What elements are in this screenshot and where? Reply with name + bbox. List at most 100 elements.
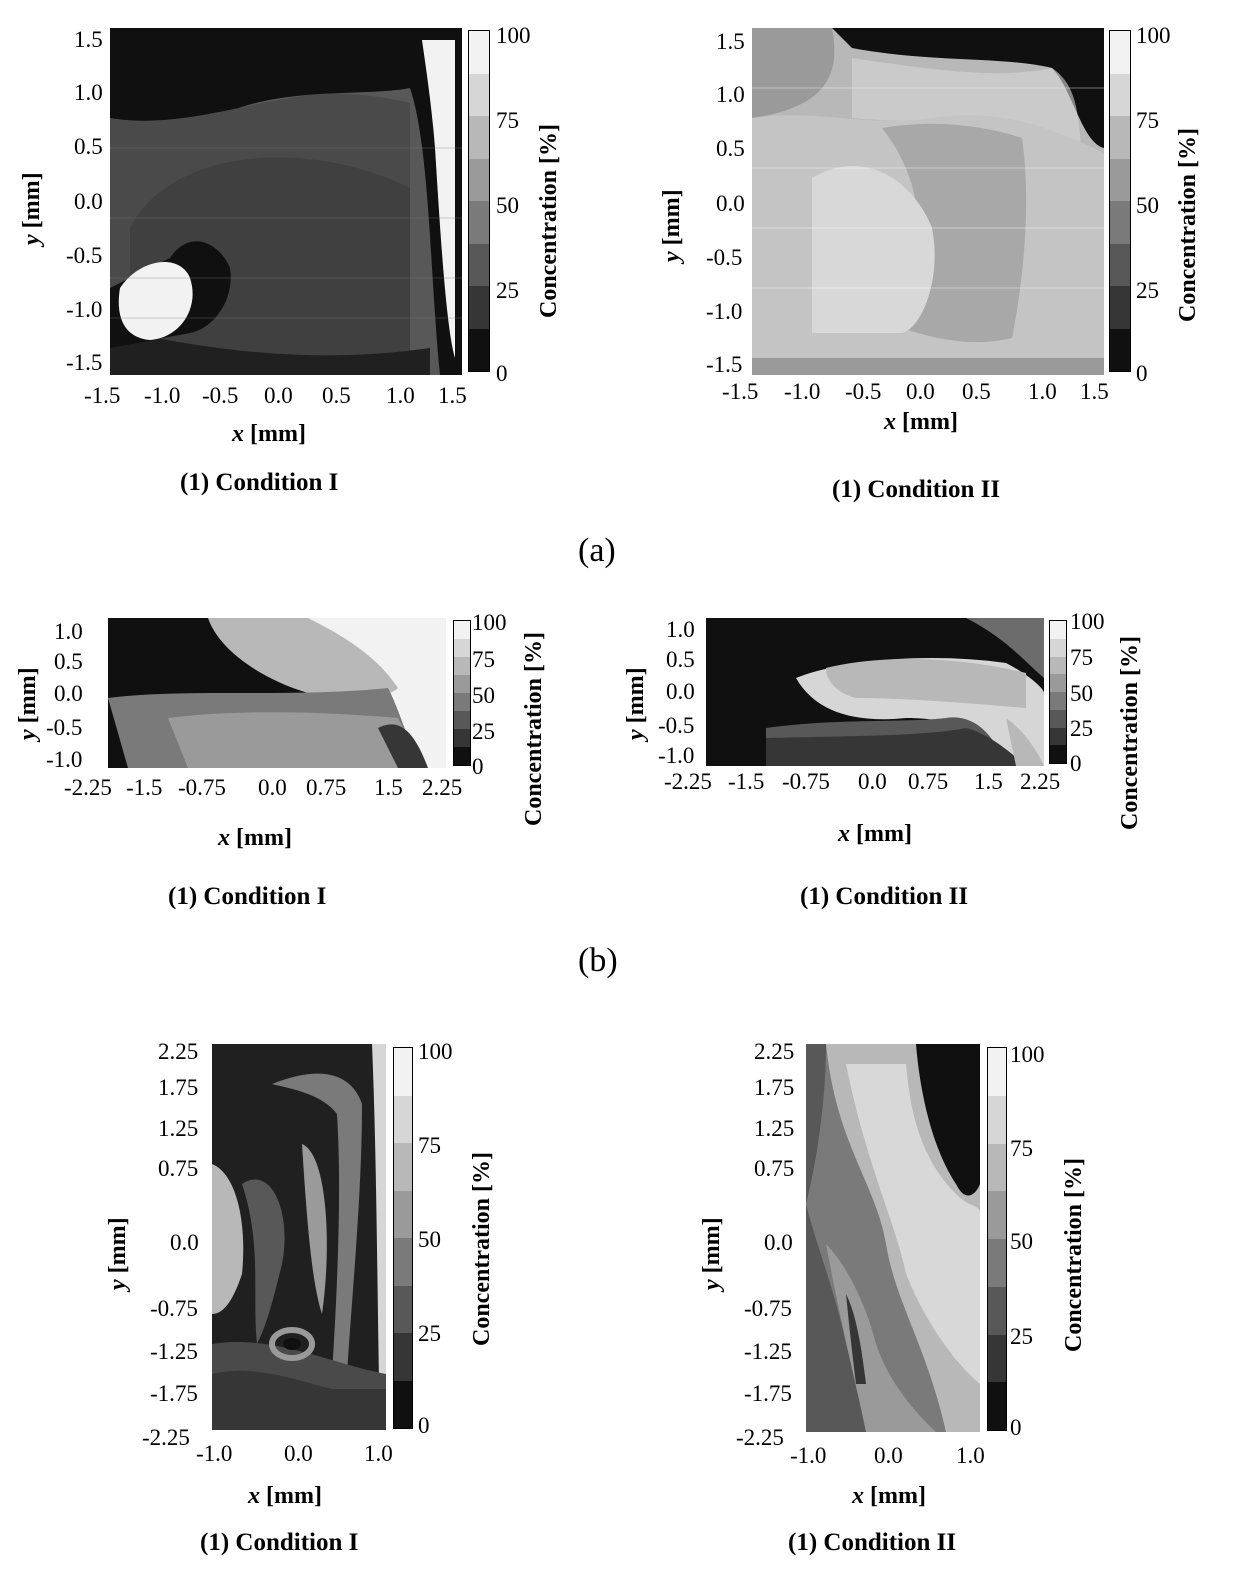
colorbar-tick: 50 — [418, 1227, 441, 1252]
colorbar-tick: 75 — [1136, 108, 1159, 133]
y-axis-label: y [mm] — [19, 172, 45, 245]
colorbar-label: Concentration [%] — [1061, 1158, 1087, 1352]
y-axis-label: y [mm] — [699, 1217, 725, 1290]
x-tick: 0.5 — [962, 379, 991, 404]
x-tick: 0.75 — [908, 769, 949, 794]
colorbar-tick: 100 — [418, 1039, 453, 1064]
colorbar-tick: 100 — [1070, 609, 1105, 634]
x-tick: 0.0 — [264, 383, 293, 408]
colorbar-label: Concentration [%] — [1117, 636, 1143, 830]
x-tick: -0.5 — [202, 383, 239, 408]
colorbar-tick: 100 — [1010, 1042, 1045, 1067]
x-tick: 1.5 — [974, 769, 1003, 794]
x-tick: 1.5 — [1080, 379, 1109, 404]
colorbar-tick: 25 — [418, 1321, 441, 1346]
y-tick: -1.0 — [658, 743, 695, 768]
y-tick: 1.0 — [666, 617, 695, 642]
x-tick: -0.75 — [782, 769, 830, 794]
x-tick: 1.5 — [374, 775, 403, 800]
y-tick: -1.5 — [706, 352, 743, 377]
y-tick: 1.25 — [158, 1116, 199, 1141]
x-tick: 1.0 — [364, 1441, 393, 1466]
y-tick: 1.75 — [158, 1075, 199, 1100]
x-tick: 0.0 — [284, 1441, 313, 1466]
colorbar — [453, 620, 471, 766]
y-tick: 0.0 — [74, 189, 103, 214]
x-axis-label: x [mm] — [248, 1483, 322, 1509]
y-tick: 1.5 — [716, 29, 745, 54]
colorbar — [468, 30, 490, 372]
y-tick: -1.5 — [66, 350, 103, 375]
y-tick: 1.5 — [74, 27, 103, 52]
colorbar-tick: 50 — [472, 683, 495, 708]
colorbar-tick: 75 — [1010, 1136, 1033, 1161]
x-tick: 0.0 — [858, 769, 887, 794]
colorbar-label: Concentration [%] — [536, 124, 562, 318]
colorbar-tick: 50 — [1070, 681, 1093, 706]
colorbar-tick: 75 — [472, 647, 495, 672]
x-axis-label: x [mm] — [232, 421, 306, 447]
x-tick: -1.5 — [728, 769, 765, 794]
colorbar-tick: 25 — [1070, 716, 1093, 741]
x-tick: -1.5 — [126, 775, 163, 800]
x-tick: -1.5 — [722, 379, 759, 404]
x-tick: 0.5 — [322, 383, 351, 408]
x-axis-label: x [mm] — [218, 825, 292, 851]
y-axis-label: y [mm] — [105, 1217, 131, 1290]
colorbar-tick: 0 — [472, 754, 484, 779]
x-tick: 2.25 — [1020, 769, 1061, 794]
y-tick: -0.75 — [150, 1296, 198, 1321]
y-tick: -0.5 — [66, 243, 103, 268]
contour-map — [110, 28, 462, 375]
y-tick: -1.75 — [744, 1381, 792, 1406]
x-tick: -0.5 — [845, 379, 882, 404]
colorbar-tick: 100 — [1136, 23, 1171, 48]
colorbar — [1109, 30, 1131, 372]
x-tick: 0.75 — [306, 775, 347, 800]
colorbar-tick: 0 — [1136, 361, 1148, 386]
colorbar — [1049, 620, 1067, 764]
y-tick: 2.25 — [158, 1039, 199, 1064]
y-tick: 1.75 — [754, 1075, 795, 1100]
y-tick: 0.5 — [716, 136, 745, 161]
panel-caption: (1) Condition I — [168, 883, 327, 910]
colorbar-tick: 25 — [1010, 1324, 1033, 1349]
colorbar — [987, 1047, 1007, 1431]
y-axis-label: y [mm] — [623, 667, 649, 740]
y-tick: 0.75 — [754, 1156, 795, 1181]
y-tick: -0.75 — [744, 1296, 792, 1321]
group-label: (b) — [578, 942, 618, 979]
x-tick: 0.0 — [258, 775, 287, 800]
contour-map — [212, 1044, 386, 1430]
y-tick: 0.75 — [158, 1156, 199, 1181]
colorbar-label: Concentration [%] — [1175, 128, 1201, 322]
y-tick: 0.0 — [666, 679, 695, 704]
x-tick: 1.0 — [956, 1443, 985, 1468]
y-tick: 0.5 — [54, 649, 83, 674]
colorbar-tick: 50 — [496, 193, 519, 218]
y-tick: -1.0 — [706, 299, 743, 324]
colorbar-tick: 25 — [472, 719, 495, 744]
contour-map — [706, 618, 1044, 766]
y-tick: -0.5 — [706, 245, 743, 270]
x-tick: -1.0 — [196, 1441, 233, 1466]
colorbar-label: Concentration [%] — [469, 1152, 495, 1346]
x-axis-label: x [mm] — [838, 821, 912, 847]
y-tick: -1.0 — [46, 747, 83, 772]
x-tick: 1.0 — [1028, 379, 1057, 404]
x-axis-label: x [mm] — [852, 1483, 926, 1509]
y-tick: -2.25 — [736, 1425, 784, 1450]
y-tick: -1.0 — [66, 297, 103, 322]
x-tick: -2.25 — [664, 769, 712, 794]
x-tick: -1.5 — [84, 383, 121, 408]
y-tick: -1.75 — [150, 1381, 198, 1406]
colorbar-tick: 75 — [496, 108, 519, 133]
contour-map — [752, 28, 1104, 375]
y-tick: 2.25 — [754, 1039, 795, 1064]
colorbar-tick: 25 — [1136, 278, 1159, 303]
colorbar-tick: 0 — [1010, 1415, 1022, 1440]
x-tick: 0.0 — [874, 1443, 903, 1468]
y-tick: 1.0 — [54, 619, 83, 644]
y-tick: 1.0 — [74, 80, 103, 105]
colorbar-label: Concentration [%] — [521, 632, 547, 826]
